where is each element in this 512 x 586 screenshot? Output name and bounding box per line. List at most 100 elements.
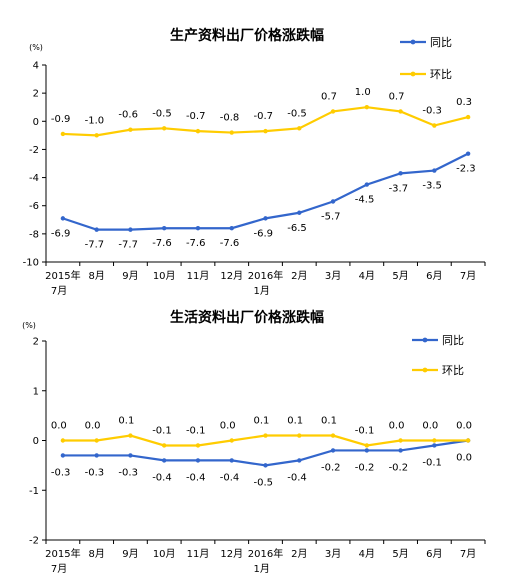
- y-tick-label: -4: [29, 173, 39, 184]
- data-label: -0.1: [355, 425, 375, 436]
- x-tick-label: 11月: [187, 270, 210, 282]
- x-tick-label: 10月: [153, 548, 176, 560]
- data-label: -7.6: [152, 238, 172, 249]
- y-unit-label: (%): [29, 43, 43, 52]
- data-point: [398, 448, 403, 453]
- data-point: [330, 433, 336, 438]
- data-label: -0.9: [51, 114, 71, 125]
- data-point: [94, 453, 99, 458]
- data-label: 0.0: [51, 421, 67, 432]
- data-label: -6.9: [254, 228, 274, 239]
- legend-marker: [422, 367, 428, 373]
- y-tick-label: 1: [33, 386, 39, 397]
- data-label: 0.1: [321, 416, 337, 427]
- data-label: -7.7: [85, 240, 105, 251]
- data-label: 0.0: [422, 421, 438, 432]
- data-point: [229, 458, 234, 463]
- data-label: -0.2: [321, 462, 341, 473]
- legend-marker: [422, 337, 428, 343]
- legend-label: 同比: [442, 334, 464, 347]
- data-label: -0.6: [118, 110, 138, 121]
- data-label: -0.5: [254, 477, 274, 488]
- data-label: -3.5: [422, 181, 442, 192]
- x-tick-label-line2: 1月: [254, 285, 270, 297]
- data-label: -0.7: [186, 111, 206, 122]
- data-label: -0.3: [422, 106, 442, 117]
- data-label: 0.0: [456, 453, 472, 464]
- data-point: [128, 453, 133, 458]
- data-label: -0.8: [220, 113, 240, 124]
- data-point: [195, 226, 201, 231]
- data-label: 0.1: [287, 416, 303, 427]
- data-point: [229, 130, 234, 135]
- y-tick-label: 0: [33, 117, 39, 128]
- y-tick-label: 2: [33, 89, 39, 100]
- data-label: -5.7: [321, 211, 341, 222]
- data-label: -6.5: [287, 223, 307, 234]
- data-label: 0.3: [456, 97, 472, 108]
- x-tick-label: 4月: [359, 548, 375, 560]
- data-point: [60, 131, 66, 137]
- data-point: [94, 438, 99, 443]
- x-tick-label-line2: 1月: [254, 563, 270, 575]
- y-tick-label: -6: [29, 201, 39, 212]
- x-tick-label: 8月: [88, 548, 104, 560]
- data-label: -0.3: [85, 467, 105, 478]
- data-point: [229, 438, 234, 443]
- y-tick-label: -1: [29, 486, 39, 497]
- x-tick-label: 8月: [88, 270, 104, 282]
- y-unit-label: (%): [22, 321, 36, 330]
- data-label: -0.3: [51, 467, 71, 478]
- data-point: [161, 443, 167, 448]
- data-label: 0.1: [254, 416, 270, 427]
- data-label: -0.5: [287, 108, 307, 119]
- x-tick-label: 7月: [460, 548, 476, 560]
- data-point: [364, 105, 370, 110]
- data-label: -1.0: [85, 115, 105, 126]
- y-tick-label: -8: [29, 229, 39, 240]
- x-tick-label: 2016年: [248, 269, 283, 282]
- x-tick-label: 9月: [122, 270, 138, 282]
- data-point: [94, 133, 99, 138]
- data-point: [60, 216, 66, 221]
- data-label: 0.0: [220, 421, 236, 432]
- data-point: [398, 109, 403, 114]
- data-label: -0.1: [422, 457, 442, 468]
- data-point: [161, 226, 167, 231]
- data-point: [297, 210, 302, 215]
- data-point: [465, 438, 471, 443]
- data-label: -0.1: [186, 425, 206, 436]
- data-label: 0.0: [456, 421, 472, 432]
- data-point: [263, 216, 268, 221]
- x-tick-label: 3月: [325, 270, 341, 282]
- data-label: -7.6: [220, 238, 240, 249]
- legend-label: 同比: [430, 36, 452, 49]
- data-point: [195, 128, 201, 134]
- data-point: [263, 433, 268, 438]
- data-point: [60, 438, 66, 443]
- x-tick-label: 12月: [220, 548, 243, 560]
- data-point: [398, 438, 403, 443]
- data-point: [297, 458, 302, 463]
- data-point: [195, 458, 201, 463]
- y-tick-label: -2: [29, 536, 39, 547]
- legend-label: 环比: [442, 364, 464, 377]
- data-label: -7.6: [186, 238, 206, 249]
- y-tick-label: -10: [23, 258, 39, 269]
- data-label: -0.4: [186, 472, 206, 483]
- data-label: -0.3: [118, 467, 138, 478]
- y-tick-label: 2: [33, 337, 39, 348]
- data-point: [432, 168, 437, 173]
- data-point: [161, 126, 167, 131]
- data-point: [432, 123, 437, 128]
- data-label: 0.7: [389, 91, 405, 102]
- data-label: 0.1: [118, 416, 134, 427]
- x-tick-label: 12月: [220, 270, 243, 282]
- chart-1: 生产资料出厂价格涨跌幅 (%) 4 2 0 -2 -4 -6 -8 -10 2015年 7月 8月 9月 1…: [23, 27, 486, 297]
- x-tick-label: 6月: [426, 270, 442, 282]
- chart-2: 生活资料出厂价格涨跌幅 (%) 2 1 0 -1 -2 2015年 7月 8月 9月 10月 11月 12…: [22, 309, 486, 575]
- data-point: [94, 227, 99, 232]
- data-point: [297, 126, 302, 131]
- x-tick-label: 2月: [291, 548, 307, 560]
